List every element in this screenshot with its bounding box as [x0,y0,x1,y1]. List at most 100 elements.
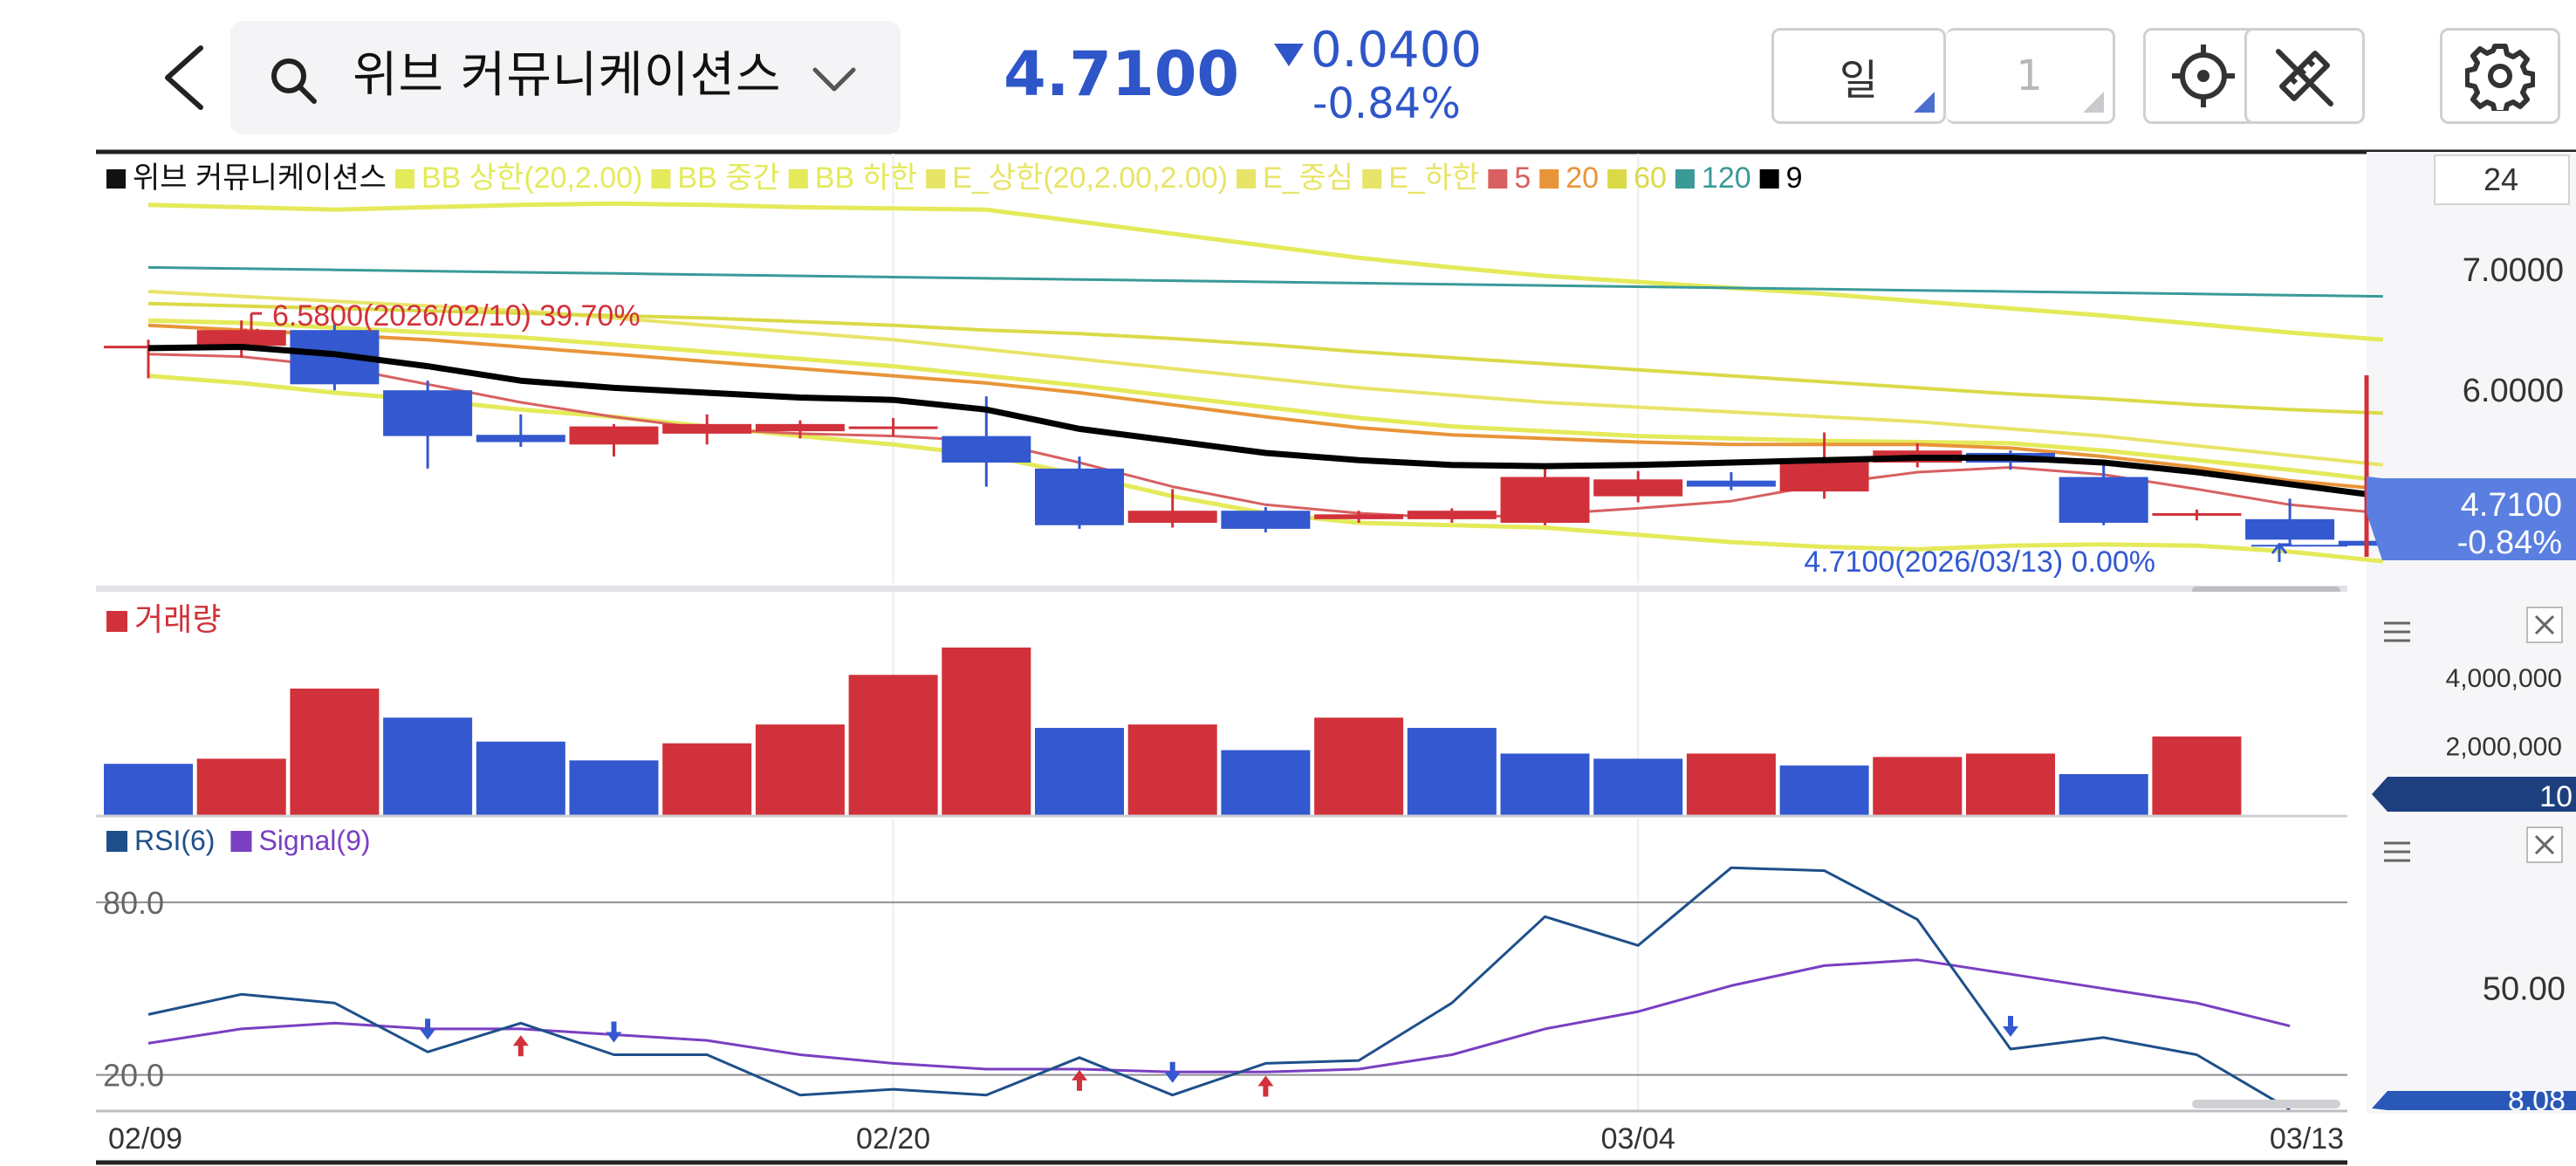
volume-bar [1779,765,1869,815]
down-triangle-icon [1274,44,1304,66]
legend-swatch [1539,169,1559,189]
buy-signal-arrow-icon [1257,1075,1274,1097]
candle-body [2059,477,2148,523]
volume-legend-label: 거래량 [134,601,221,637]
price-change-pct: -0.84% [1312,79,1461,128]
y-tick-label: 6.0000 [2463,373,2564,409]
candle-body [383,390,473,436]
period-type-button[interactable]: 일 [1771,28,1946,124]
sell-signal-arrow-icon [1164,1061,1181,1083]
volume-bar [1314,717,1404,815]
legend-swatch [1759,169,1779,189]
x-tick-label: 02/20 [856,1122,930,1156]
period-count-value: 1 [2016,51,2043,100]
candle-body [1686,480,1776,487]
rsi-tag [2372,1091,2576,1110]
buy-signal-arrow-icon [512,1035,529,1057]
legend-label: 20 [1565,161,1599,195]
candle-body [2245,518,2335,540]
legend-swatch [651,169,671,189]
legend-label: 120 [1702,161,1751,195]
volume-tag [2372,777,2576,812]
candle-body [1779,458,1869,492]
high-annotation: 6.5800(2026/02/10) 39.70% [272,299,641,333]
envelope-upper-line [147,290,2384,467]
legend-swatch [394,169,414,189]
rsi-line [147,866,2291,1111]
bb-middle-line [147,318,2384,484]
legend-label: 9 [1786,161,1803,195]
volume-bar [383,717,473,815]
legend-swatch [788,169,808,189]
low-annotation: 4.7100(2026/03/13) 0.00% [1804,545,2155,579]
header-bar: 위브 커뮤니케이션스 4.7100 0.0400 -0.84% 일 1 [0,0,2576,147]
signal-line [147,958,2291,1073]
period-count-input[interactable]: 1 [1946,28,2115,124]
candle-body [848,426,938,429]
candle-body [476,435,565,442]
sell-signal-arrow-icon [2003,1015,2018,1037]
stock-name[interactable]: 위브 커뮤니케이션스 [353,47,782,104]
legend-swatch [1488,169,1508,189]
close-icon [2534,834,2555,855]
rsi-level-label: 80.0 [103,885,164,921]
corner-triangle-icon [2083,92,2104,113]
legend-swatch [1362,169,1382,189]
legend-swatch [1607,169,1627,189]
volume-bar [1593,758,1683,815]
candle-body [1500,477,1590,523]
current-price: 4.7100 [1004,38,1240,110]
volume-bar [1966,753,2055,815]
candle-body [662,423,752,434]
rsi-chart[interactable]: RSI(6) Signal(9) 80.0 20.0 50.00 8.08 [0,819,2576,1114]
x-tick-label: 03/13 [2270,1122,2344,1156]
period-box [2434,154,2570,205]
volume-bar [755,724,845,815]
y-tick-label: 2,000,000 [2446,733,2562,762]
drawing-tools-button[interactable] [2244,28,2365,124]
sell-signal-arrow-icon [606,1021,622,1043]
volume-bar [1035,728,1124,815]
rsi-axis-background [2367,819,2576,1114]
volume-tag-value: 10 [2539,780,2573,813]
candle-body [942,436,1031,463]
volume-bar [104,764,193,815]
y-tick-label: 4,000,000 [2446,664,2562,693]
volume-bar [476,741,565,815]
candle-body [1593,479,1683,497]
bb-lower-line [147,374,2384,564]
candle-body [1127,511,1217,523]
ma9-line [147,344,2384,500]
legend-label: 5 [1514,161,1531,195]
low-arrow-icon [2271,542,2292,562]
candle-body [569,426,659,445]
legend-swatch [106,831,127,852]
stock-search-box[interactable] [230,21,901,134]
ma20-line [147,323,2383,491]
price-tag-pct: -0.84% [2457,525,2562,561]
legend-swatch [230,831,252,852]
back-button[interactable] [154,38,215,117]
close-icon [2534,614,2555,635]
rsi-tag-value: 8.08 [2508,1084,2566,1114]
legend-label: E_중심 [1263,161,1353,195]
legend-swatch [1237,169,1257,189]
chevron-down-icon[interactable] [810,65,859,94]
candle-body [2152,512,2242,516]
volume-bar [1127,724,1217,815]
sell-signal-arrow-icon [420,1019,436,1040]
legend-swatch [106,169,126,189]
x-axis: 02/09 02/20 03/04 03/13 [96,1122,2347,1165]
candle-body [1407,511,1497,519]
candle-body [196,330,286,346]
candle-body [755,423,845,432]
legend-swatch [1675,169,1695,189]
legend-label: BB 하한 [815,161,917,195]
crosshair-button[interactable] [2143,28,2264,124]
volume-chart[interactable]: 거래량 4,000,000 2,000,000 10 [0,592,2576,819]
legend-label: 위브 커뮤니케이션스 [133,161,387,195]
corner-triangle-icon [1914,92,1935,113]
price-chart[interactable]: 위브 커뮤니케이션스 BB 상한(20,2.00) BB 중간 BB 하한 E_상한(2… [0,147,2576,592]
y-tick-label: 7.0000 [2463,252,2564,289]
settings-button[interactable] [2440,28,2560,124]
